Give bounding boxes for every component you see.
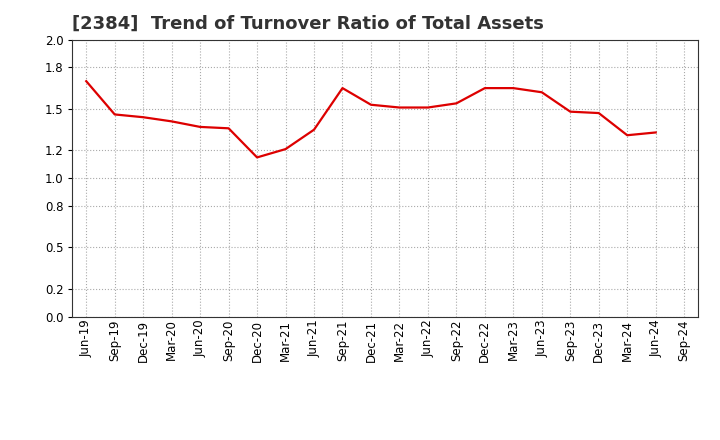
Text: [2384]  Trend of Turnover Ratio of Total Assets: [2384] Trend of Turnover Ratio of Total …: [72, 15, 544, 33]
